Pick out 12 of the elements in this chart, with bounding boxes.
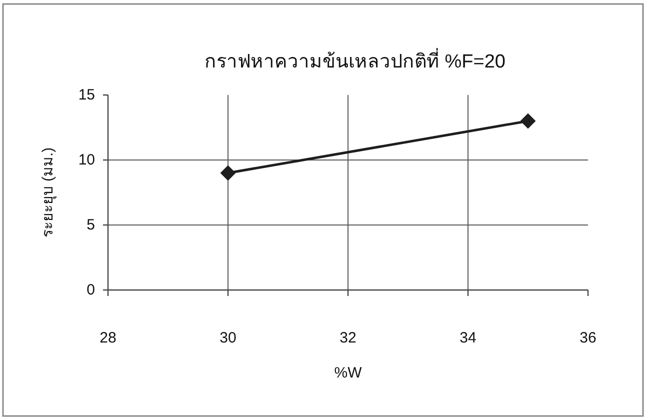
y-axis-title: ระยะยุบ (มม.) [40,147,58,238]
y-tick-label: 10 [78,152,95,168]
x-tick-label: 30 [220,330,236,346]
chart-title: กราฟหาความข้นเหลวปกติที่ %F=20 [204,48,506,72]
x-tick-label: 34 [460,330,476,346]
y-tick-label: 15 [78,86,95,104]
x-tick-label: 28 [100,330,116,346]
y-tick-label: 5 [86,216,95,234]
x-tick-label: 32 [340,330,356,346]
y-tick-label: 0 [86,282,95,298]
x-tick-label: 36 [580,330,596,346]
x-axis-title: %W [334,364,363,382]
